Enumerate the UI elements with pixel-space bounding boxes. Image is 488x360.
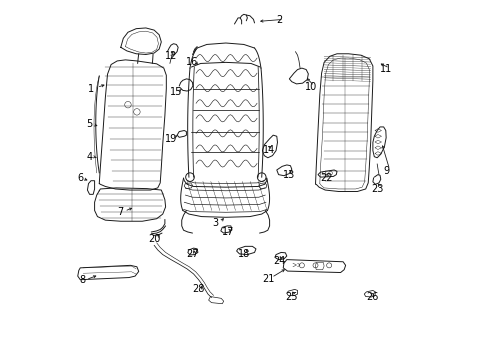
Text: 9: 9 xyxy=(382,166,388,176)
Text: 18: 18 xyxy=(237,248,249,258)
Text: 15: 15 xyxy=(169,87,182,97)
Text: 16: 16 xyxy=(186,57,198,67)
Text: 13: 13 xyxy=(283,170,295,180)
Text: 25: 25 xyxy=(285,292,298,302)
Text: 4: 4 xyxy=(86,152,92,162)
Text: 19: 19 xyxy=(164,134,177,144)
Text: 28: 28 xyxy=(192,284,204,294)
Text: 6: 6 xyxy=(77,173,83,183)
Text: 24: 24 xyxy=(273,256,285,266)
Text: 7: 7 xyxy=(118,207,123,217)
Text: 23: 23 xyxy=(371,184,383,194)
Text: 11: 11 xyxy=(379,64,391,74)
Text: 14: 14 xyxy=(262,144,274,154)
Text: 17: 17 xyxy=(222,227,234,237)
Text: 1: 1 xyxy=(88,84,94,94)
Text: 27: 27 xyxy=(186,248,198,258)
Text: 26: 26 xyxy=(366,292,378,302)
Text: 3: 3 xyxy=(212,218,219,228)
Text: 20: 20 xyxy=(148,234,160,244)
Text: 8: 8 xyxy=(79,275,85,285)
Text: 5: 5 xyxy=(86,120,93,129)
Text: 2: 2 xyxy=(276,15,282,26)
Text: 10: 10 xyxy=(304,82,316,92)
Text: 12: 12 xyxy=(164,51,177,61)
Text: 22: 22 xyxy=(319,173,332,183)
Text: 21: 21 xyxy=(262,274,275,284)
